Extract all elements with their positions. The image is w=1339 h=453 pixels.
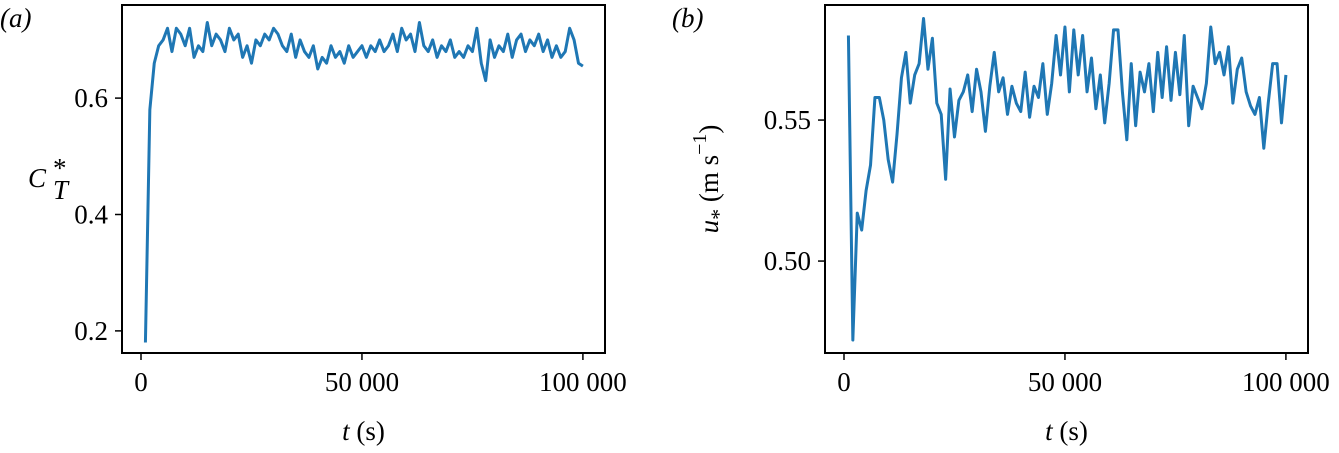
y-label-close: ) xyxy=(694,125,724,134)
x-tick-label: 50 000 xyxy=(1028,367,1102,397)
y-tick-label: 0.50 xyxy=(764,246,811,276)
panel-label: (a) xyxy=(0,3,31,33)
y-tick-label: 0.55 xyxy=(764,105,811,135)
panel: 0 50 000 100 000 0.2 0.4 0.6 (a) t (s) C *T xyxy=(0,3,627,446)
y-label-sup: * xyxy=(53,153,67,183)
x-tick-label: 100 000 xyxy=(1242,367,1330,397)
y-label-sup: −1 xyxy=(689,134,711,155)
x-label-unit: (s) xyxy=(350,416,385,446)
x-label-var: t xyxy=(342,416,351,446)
data-line xyxy=(143,20,584,343)
panel-label: (b) xyxy=(672,3,703,33)
x-tick-label: 50 000 xyxy=(325,367,399,397)
axes-frame xyxy=(121,4,606,354)
y-tick-label: 0.2 xyxy=(74,316,108,346)
y-tick-label: 0.6 xyxy=(74,83,108,113)
y-label-unit: (m s xyxy=(694,155,724,209)
y-axis-label: u* (m s−1) xyxy=(689,125,731,234)
y-label-sub: T xyxy=(53,175,70,205)
panel: 0 50 000 100 000 0.50 0.55 (b) t (s) u* (m s−1) xyxy=(672,3,1330,446)
data-line xyxy=(846,17,1288,342)
y-tick-label: 0.4 xyxy=(74,199,108,229)
y-label-sub: * xyxy=(706,209,731,220)
x-axis-label: t (s) xyxy=(1045,416,1088,446)
y-label-var: u xyxy=(694,220,724,234)
x-tick-label: 0 xyxy=(837,367,851,397)
x-tick-label: 0 xyxy=(134,367,148,397)
x-label-var: t xyxy=(1045,416,1054,446)
x-label-unit: (s) xyxy=(1053,416,1088,446)
axes-frame xyxy=(824,4,1309,354)
x-tick-label: 100 000 xyxy=(539,367,627,397)
x-axis-label: t (s) xyxy=(342,416,385,446)
y-label-var: C xyxy=(28,163,47,193)
